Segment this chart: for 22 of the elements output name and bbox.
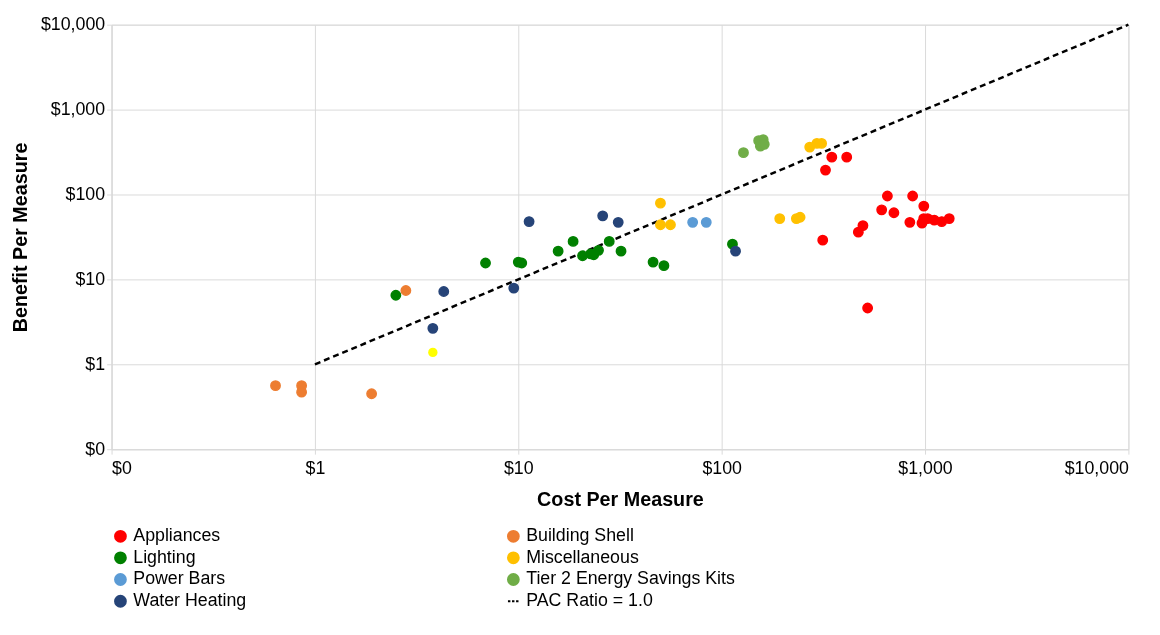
x-tick-label: $0 — [112, 458, 132, 479]
x-tick-label: $100 — [702, 458, 743, 479]
y-tick-label: $1 — [85, 353, 106, 374]
legend-label: Power Bars — [133, 568, 226, 589]
legend-label: Appliances — [133, 525, 221, 546]
legend-label: Miscellaneous — [526, 546, 639, 567]
x-tick-label: $10,000 — [1064, 458, 1130, 479]
legend-label: Tier 2 Energy Savings Kits — [526, 568, 735, 589]
legend-label: Lighting — [133, 546, 196, 567]
x-tick-label: $10 — [503, 458, 534, 479]
x-axis-title: Cost Per Measure — [537, 487, 704, 510]
x-tick-label: $1,000 — [898, 458, 953, 479]
y-tick-label: $100 — [65, 183, 106, 204]
y-axis-title: Benefit Per Measure — [9, 142, 32, 333]
legend-label: PAC Ratio = 1.0 — [526, 590, 653, 611]
legend-label: Building Shell — [526, 525, 634, 546]
y-tick-label: $0 — [85, 438, 106, 459]
y-tick-label: $10,000 — [40, 14, 106, 35]
y-tick-label: $10 — [75, 268, 106, 289]
legend-label: Water Heating — [133, 590, 247, 611]
x-tick-label: $1 — [305, 458, 326, 479]
y-tick-label: $1,000 — [50, 99, 106, 120]
